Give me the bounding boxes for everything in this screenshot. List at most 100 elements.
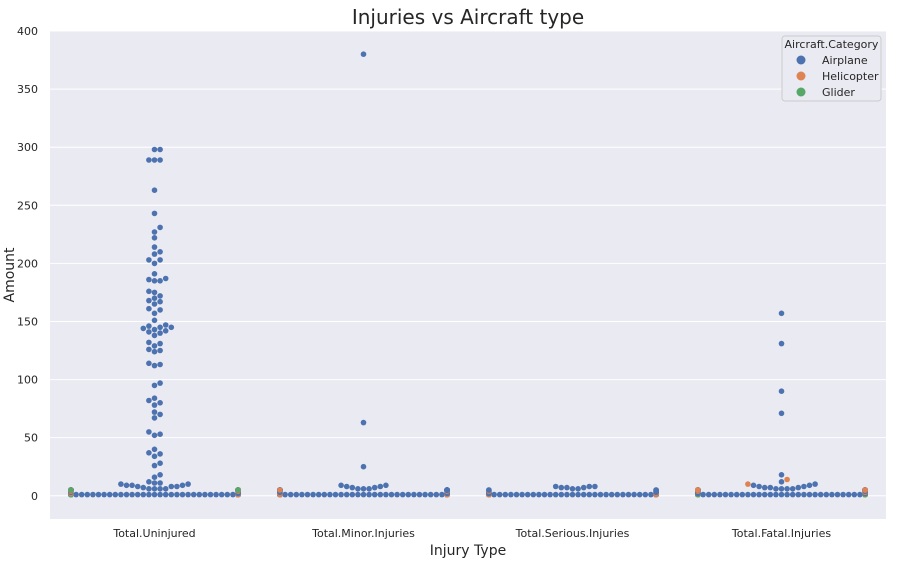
data-point-airplane <box>157 298 163 305</box>
x-tick-label: Total.Serious.Injuries <box>515 527 630 540</box>
data-point-airplane <box>162 491 169 498</box>
data-point-airplane <box>717 491 723 498</box>
data-point-airplane <box>597 491 604 498</box>
data-point-airplane <box>196 491 203 498</box>
data-point-airplane <box>151 289 158 296</box>
data-point-airplane <box>304 491 311 498</box>
data-point-airplane <box>564 484 570 491</box>
data-point-airplane <box>399 491 406 498</box>
data-point-airplane <box>157 278 163 284</box>
data-point-airplane <box>784 486 790 492</box>
data-point-airplane <box>338 491 344 498</box>
data-point-airplane <box>778 479 785 485</box>
data-point-airplane <box>801 483 807 490</box>
data-point-airplane <box>569 486 576 492</box>
data-point-airplane <box>360 51 367 57</box>
data-point-airplane <box>411 491 417 498</box>
data-point-airplane <box>179 491 186 498</box>
data-point-airplane <box>427 491 434 498</box>
data-point-airplane <box>213 491 219 498</box>
data-point-airplane <box>151 244 158 250</box>
data-point-airplane <box>547 491 553 498</box>
data-point-airplane <box>157 324 163 331</box>
data-point-airplane <box>575 486 581 492</box>
data-point-airplane <box>519 491 525 498</box>
data-point-airplane <box>355 486 361 492</box>
data-point-airplane <box>118 481 124 487</box>
data-point-airplane <box>157 400 163 406</box>
data-point-airplane <box>162 322 169 328</box>
data-point-glider <box>235 487 241 493</box>
data-point-airplane <box>84 491 91 498</box>
data-point-airplane <box>812 481 818 487</box>
data-point-airplane <box>157 249 163 255</box>
data-point-airplane <box>146 339 152 346</box>
y-tick-label: 0 <box>31 490 38 503</box>
data-point-airplane <box>218 491 225 498</box>
data-point-airplane <box>586 483 593 490</box>
data-point-airplane <box>636 491 643 498</box>
data-point-airplane <box>756 491 762 498</box>
data-point-airplane <box>78 491 85 498</box>
y-axis-label: Amount <box>2 247 18 303</box>
data-point-airplane <box>179 482 186 489</box>
data-point-airplane <box>524 491 531 498</box>
data-point-airplane <box>118 491 124 498</box>
legend-box <box>781 35 882 102</box>
data-point-airplane <box>151 295 158 302</box>
data-point-airplane <box>586 491 593 498</box>
data-point-airplane <box>360 463 367 470</box>
data-point-airplane <box>728 491 734 498</box>
data-point-airplane <box>773 491 779 498</box>
data-point-airplane <box>151 474 158 481</box>
data-point-airplane <box>73 491 79 498</box>
data-point-airplane <box>174 483 180 490</box>
data-point-airplane <box>733 491 740 498</box>
data-point-airplane <box>157 460 163 467</box>
data-point-airplane <box>371 484 378 491</box>
data-point-airplane <box>496 491 503 498</box>
x-axis-ticks: Total.Uninjured Total.Minor.Injuries Total… <box>112 527 831 540</box>
data-point-airplane <box>778 486 785 492</box>
data-point-airplane <box>202 491 208 498</box>
data-point-airplane <box>778 388 785 395</box>
data-point-airplane <box>151 278 158 284</box>
data-point-airplane <box>817 491 824 498</box>
data-point-airplane <box>224 491 231 498</box>
data-point-airplane <box>722 491 729 498</box>
data-point-airplane <box>580 484 587 491</box>
data-point-airplane <box>388 491 395 498</box>
x-tick-label: Total.Uninjured <box>112 527 195 540</box>
data-point-airplane <box>405 491 412 498</box>
data-point-airplane <box>840 491 846 498</box>
data-point-airplane <box>349 484 356 491</box>
data-point-airplane <box>541 491 548 498</box>
data-point-airplane <box>151 251 158 257</box>
data-point-airplane <box>508 491 514 498</box>
data-point-airplane <box>383 482 389 489</box>
data-point-airplane <box>631 491 637 498</box>
data-point-airplane <box>129 482 135 489</box>
data-point-helicopter <box>277 487 283 493</box>
data-point-airplane <box>146 288 152 295</box>
legend: Aircraft.Category Airplane Helicopter Gl… <box>781 35 882 102</box>
data-point-airplane <box>761 484 768 491</box>
data-point-airplane <box>123 491 130 498</box>
data-point-airplane <box>371 491 378 498</box>
chart-title: Injuries vs Aircraft type <box>352 5 584 29</box>
data-point-airplane <box>157 472 163 478</box>
data-point-airplane <box>486 487 492 493</box>
x-tick-label: Total.Fatal.Injuries <box>731 527 831 540</box>
data-point-airplane <box>784 491 790 498</box>
data-point-airplane <box>151 229 158 235</box>
data-point-airplane <box>146 157 152 163</box>
data-point-airplane <box>157 491 163 498</box>
data-point-airplane <box>146 429 152 435</box>
data-point-airplane <box>151 310 158 317</box>
data-point-airplane <box>146 305 152 312</box>
data-point-airplane <box>151 157 158 163</box>
data-point-airplane <box>778 410 785 417</box>
data-point-airplane <box>157 451 163 457</box>
data-point-airplane <box>750 491 757 498</box>
